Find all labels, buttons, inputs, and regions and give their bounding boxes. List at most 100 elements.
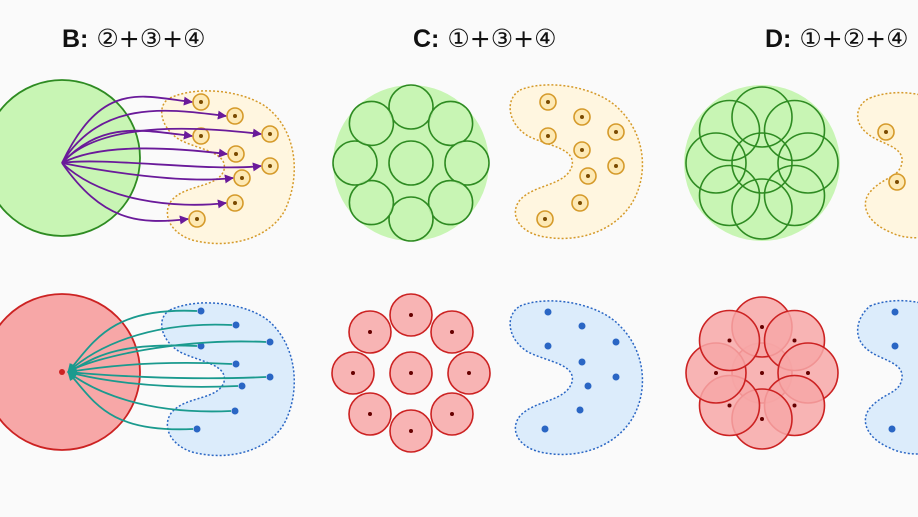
teal-arrow [67,369,239,388]
orange-point-center [614,130,618,134]
blue-point [612,338,620,346]
cover-circle [348,100,395,147]
cover-circle [388,140,434,186]
orange-point-center [233,114,237,118]
teal-arrow [67,340,267,373]
blue-point [544,308,552,316]
teal-arrow [67,371,232,413]
purple-arrow [61,162,234,184]
panel-b-top [0,79,295,245]
cover-center-dot [792,403,797,408]
cover-center-dot [760,371,764,375]
orange-point-group [188,93,279,228]
blue-point-group [193,307,274,433]
purple-arrow [61,95,193,164]
cover-circle [348,179,395,226]
cover-center-dot [450,330,454,334]
cover-circle [763,164,826,227]
orange-point-center [234,152,238,156]
red-circle-cover [685,296,839,450]
cover-center-dot [714,371,718,375]
cover-center-dot [409,313,413,317]
orange-point-center [268,164,272,168]
blue-point [193,425,201,433]
teal-arrow [67,371,194,431]
orange-point-center [268,132,272,136]
blue-point [232,321,240,329]
orange-point-center [199,134,203,138]
blue-blob [857,299,918,455]
blue-point [576,406,584,414]
blue-point [544,342,552,350]
cover-circle [388,196,434,242]
cover-center-dot [450,412,454,416]
purple-arrow [61,147,228,164]
cover-circle [444,140,490,186]
cover-center-dot [806,371,810,375]
panel-d-letter: D: [765,25,792,53]
panel-c-title: C: ①+③+④ [413,24,556,54]
orange-point-center [543,217,547,221]
panel-b-bottom [0,293,295,457]
orange-point-group [877,123,906,191]
cover-center-dot [792,338,797,343]
blue-point [891,342,899,350]
blue-point [266,373,274,381]
orange-blob [509,84,644,240]
red-circle-cover [331,293,491,453]
orange-point-center [580,148,584,152]
blue-point [232,360,240,368]
orange-point-center [195,217,199,221]
cover-circle [698,164,761,227]
cover-circle [731,132,793,194]
blue-point [197,342,205,350]
blue-blob [509,300,644,456]
cover-circle [332,140,378,186]
cover-circle [731,86,793,148]
orange-point-center [546,134,550,138]
purple-arrow [61,162,189,225]
cover-center-dot [727,338,732,343]
cover-center-dot [727,403,732,408]
teal-arrow [67,323,233,373]
panel-b-formula: ②+③+④ [96,24,206,53]
cover-center-dot [351,371,355,375]
panel-c-letter: C: [413,25,440,53]
green-circle-cover [332,84,490,242]
cover-circle [685,132,747,194]
orange-point-center [546,100,550,104]
blue-point [266,338,274,346]
orange-point-center [884,130,888,134]
panel-d-formula: ①+②+④ [799,24,909,53]
purple-arrow-group [61,95,262,225]
cover-center-dot [409,371,413,375]
green-circle-cover [685,86,839,240]
teal-arrow [67,362,233,376]
purple-arrow [61,127,262,164]
panel-c-top [332,84,644,242]
panel-c-formula: ①+③+④ [447,24,557,53]
blue-point [197,307,205,315]
green-domain-circle [0,79,141,237]
cover-center-dot [368,330,372,334]
blue-point [612,373,620,381]
blue-point [238,382,246,390]
cover-center-dot [409,429,413,433]
orange-point-center [233,201,237,205]
panel-d-bottom [685,296,918,455]
red-center-dot [59,369,65,375]
panel-b-title: B: ②+③+④ [62,24,205,54]
panel-d-title: D: ①+②+④ [765,24,908,54]
cover-center-dot [760,417,764,421]
orange-point-group [536,93,625,228]
cover-circle [777,132,839,194]
blue-point [541,425,549,433]
blue-point [888,425,896,433]
purple-arrow [61,160,262,172]
panel-d-top [684,85,918,241]
blue-point [584,382,592,390]
cover-circle [388,84,434,130]
blue-point [891,308,899,316]
cover-circle [763,99,826,162]
blue-point [578,358,586,366]
